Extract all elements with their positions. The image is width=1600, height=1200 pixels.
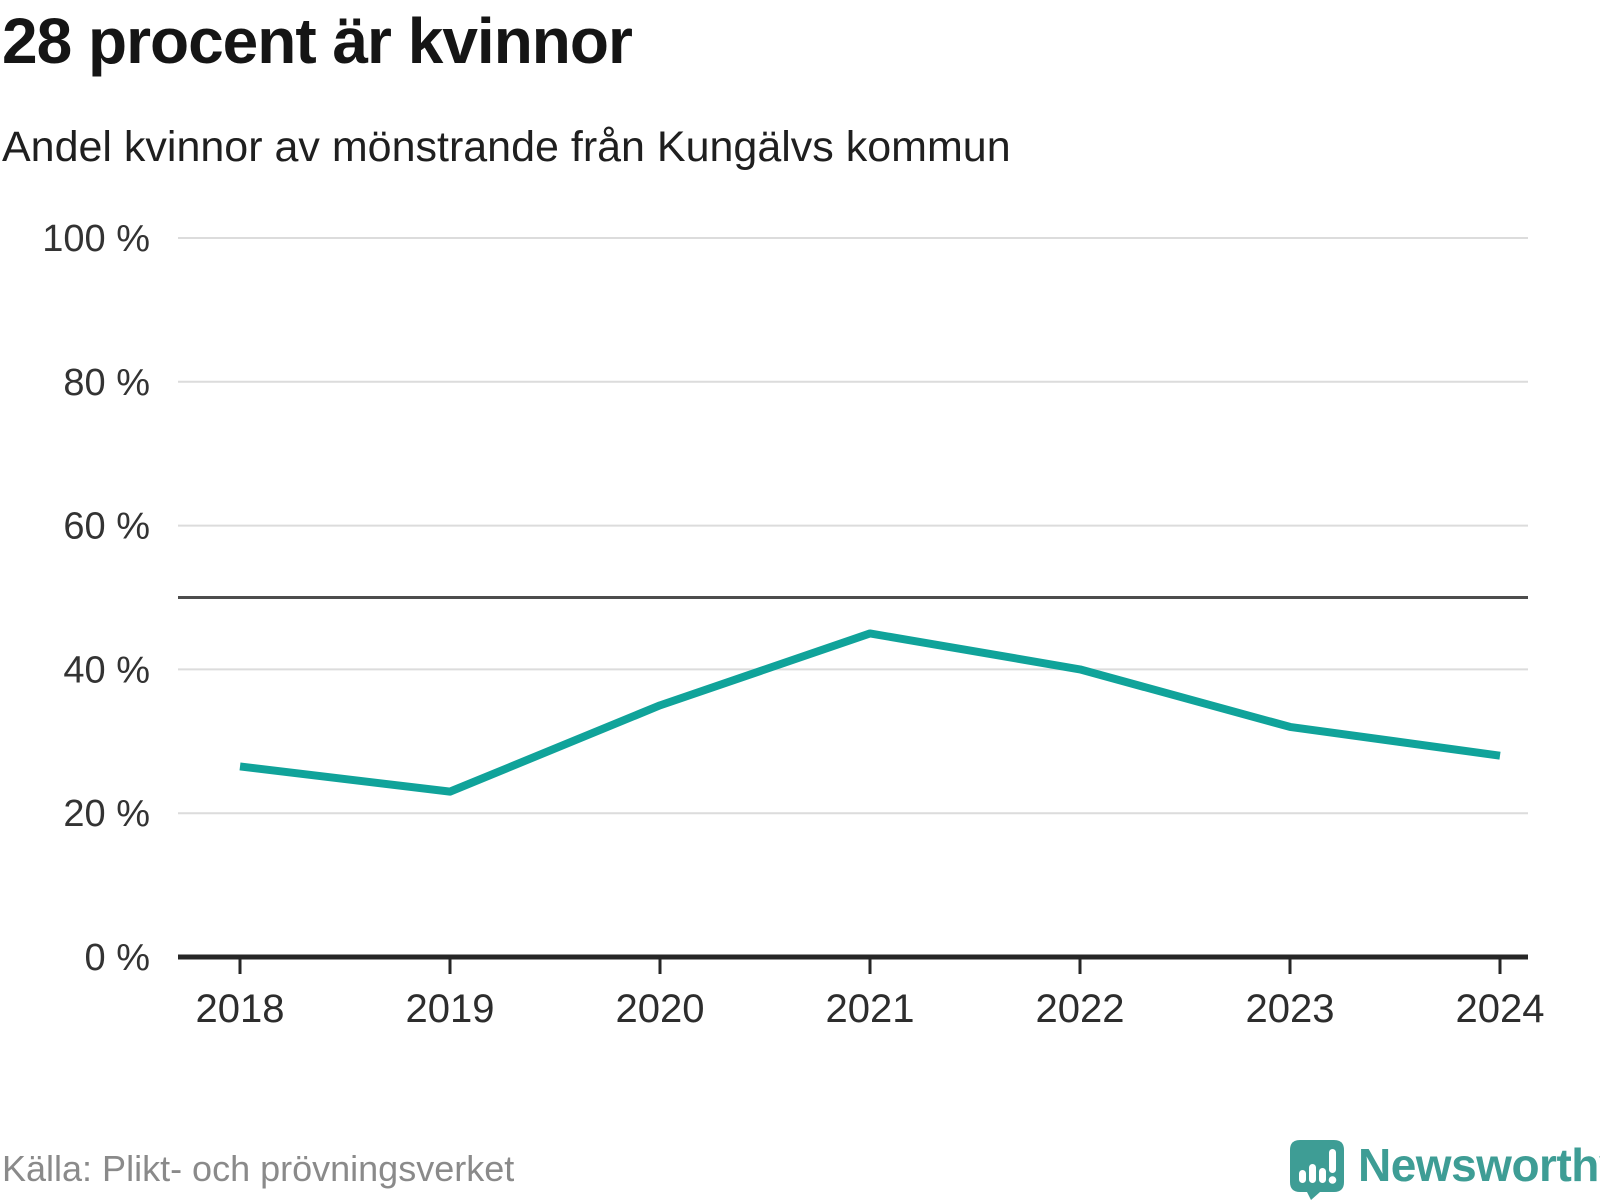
source-note: Källa: Plikt- och prövningsverket <box>2 1148 515 1189</box>
y-tick-label: 80 % <box>63 362 150 404</box>
x-tick-label: 2022 <box>1036 987 1125 1031</box>
data-line-andel-kvinnor-av-m-nstrande <box>239 629 1501 796</box>
y-tick-label: 40 % <box>63 649 150 691</box>
brand-lockup: Newsworthy <box>1290 1140 1600 1200</box>
x-tick-label: 2021 <box>826 987 915 1031</box>
x-tick-label: 2019 <box>406 987 495 1031</box>
y-tick-label: 60 % <box>63 506 150 548</box>
x-tick-label: 2018 <box>196 987 285 1031</box>
brand-name: Newsworthy <box>1358 1139 1600 1191</box>
page-title: 28 procent är kvinnor <box>2 5 633 77</box>
x-tick-label: 2020 <box>616 987 705 1031</box>
y-tick-label: 0 % <box>85 937 150 979</box>
y-tick-label: 100 % <box>42 218 150 260</box>
x-tick-label: 2023 <box>1246 987 1335 1031</box>
x-tick-label: 2024 <box>1456 987 1545 1031</box>
newsworthy-logo-icon <box>1290 1140 1344 1200</box>
y-tick-label: 20 % <box>63 793 150 835</box>
chart-subtitle: Andel kvinnor av mönstrande från Kungälv… <box>2 123 1011 171</box>
